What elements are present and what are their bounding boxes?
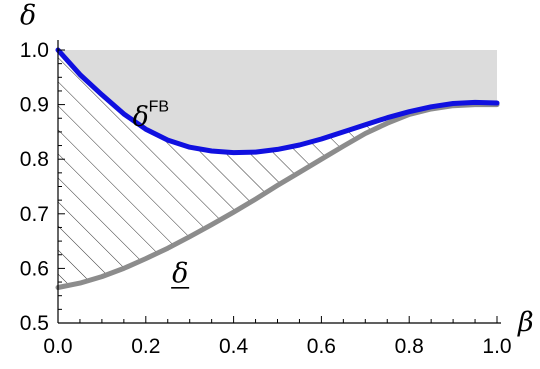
- x-axis-label: β: [517, 307, 534, 338]
- series-line-delta-fb: [55, 47, 500, 156]
- annotation-delta-fb-superscript: FB: [149, 99, 169, 116]
- y-tick-label: 0.5: [20, 312, 49, 335]
- y-tick-label: 0.8: [20, 148, 49, 171]
- x-tick-label: 0.0: [43, 335, 72, 358]
- y-tick-label: 0.7: [20, 203, 49, 226]
- shaded-regions: [58, 50, 497, 288]
- y-tick-label: 0.6: [20, 257, 49, 280]
- x-tick-label: 0.2: [131, 335, 160, 358]
- annotation-delta-fb: δ: [133, 102, 149, 133]
- axes: [57, 40, 501, 324]
- region-hatched: [58, 50, 497, 288]
- annotation-delta-lower: δ: [172, 258, 188, 289]
- x-tick-label: 0.8: [395, 335, 424, 358]
- y-tick-label: 1.0: [20, 39, 49, 62]
- y-axis-label: δ: [20, 0, 36, 31]
- x-tick-label: 0.4: [219, 335, 249, 358]
- region-above-first-best: [58, 50, 497, 153]
- y-tick-label: 0.9: [20, 94, 49, 117]
- x-tick-label: 0.6: [307, 335, 336, 358]
- x-tick-label: 1.0: [482, 335, 511, 358]
- series-lines: [55, 47, 500, 290]
